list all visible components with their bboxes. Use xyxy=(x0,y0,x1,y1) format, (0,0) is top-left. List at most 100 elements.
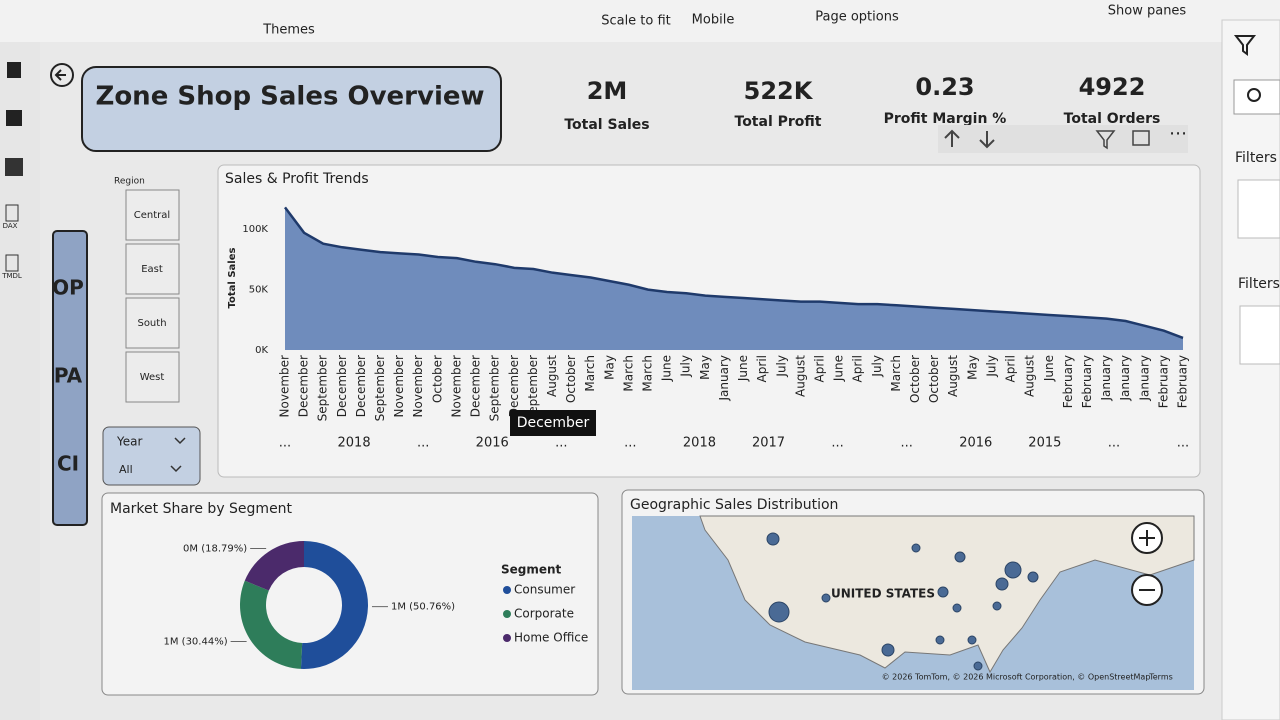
tmdl-icon[interactable] xyxy=(5,254,19,272)
toolbar-button[interactable]: Page options xyxy=(815,10,899,25)
x-group-label: ... xyxy=(555,436,567,451)
x-tick-label: May xyxy=(698,355,712,380)
map-bubble[interactable] xyxy=(768,601,790,623)
donut-chart: 1M (50.76%) 1M (30.44%) 0M (18.79%) Segment… xyxy=(164,541,588,669)
slicer-title: Year xyxy=(116,435,142,449)
x-tick-label: March xyxy=(621,355,635,392)
x-tick-label: July xyxy=(679,355,693,378)
map-bubble[interactable] xyxy=(766,532,780,546)
legend-label[interactable]: Corporate xyxy=(514,607,574,621)
nav-button[interactable]: CI xyxy=(57,452,79,476)
toolbar-button[interactable]: Mobile xyxy=(692,13,735,28)
filters-label: Filters xyxy=(1235,150,1277,166)
dropdown-arrow xyxy=(170,437,186,473)
legend-swatch xyxy=(503,610,511,618)
x-tick-label: August xyxy=(1023,355,1037,397)
donut-slice[interactable] xyxy=(244,541,304,591)
slicer-item[interactable] xyxy=(125,189,180,241)
x-tick-label: December xyxy=(354,355,368,417)
x-group-label: 2017 xyxy=(752,436,785,451)
map-bubble[interactable] xyxy=(995,577,1009,591)
map-bubble[interactable] xyxy=(937,586,949,598)
map-bubble[interactable] xyxy=(973,661,983,671)
slicer-value: All xyxy=(119,463,133,476)
x-tick-label: March xyxy=(583,355,597,392)
x-tick-label: March xyxy=(889,355,903,392)
slicer-item-label: West xyxy=(140,372,165,383)
map-bubble[interactable] xyxy=(952,603,962,613)
map-bubble[interactable] xyxy=(935,635,945,645)
y-tick-label: 0K xyxy=(255,345,268,356)
back-arrow xyxy=(54,69,66,81)
legend-label[interactable]: Home Office xyxy=(514,631,588,645)
filter-well[interactable] xyxy=(1237,179,1280,239)
rail-label: TMDL xyxy=(1,272,22,280)
slicer-item[interactable] xyxy=(125,243,180,295)
kpi-row: 2M Total Sales 522K Total Profit 0.23 Profit … xyxy=(564,73,1160,133)
donut-slice[interactable] xyxy=(239,580,303,669)
map-bubble[interactable] xyxy=(967,635,977,645)
toolbar-button[interactable]: Scale to fit xyxy=(601,14,671,29)
nav-button[interactable]: OP xyxy=(52,276,84,300)
drill-down-icon[interactable] xyxy=(979,131,995,149)
kpi-value: 4922 xyxy=(1079,73,1146,101)
x-tick-label: June xyxy=(660,355,674,382)
x-tick-label: December xyxy=(335,355,349,417)
report-icon[interactable] xyxy=(7,62,21,78)
rail-label: DAX xyxy=(3,222,18,230)
slicer-item[interactable] xyxy=(125,297,180,349)
nav-panel xyxy=(52,230,88,526)
x-group-label: 2018 xyxy=(338,436,371,451)
map-bubble[interactable] xyxy=(821,593,831,603)
x-group-label: ... xyxy=(1177,436,1189,451)
filter-pane-icon xyxy=(1233,35,1257,56)
map-attribution: © 2026 TomTom, © 2026 Microsoft Corporat… xyxy=(882,673,1151,682)
x-tick-label: April xyxy=(755,355,769,382)
visual-header: ⋯ xyxy=(938,123,1188,153)
map-bubble[interactable] xyxy=(992,601,1002,611)
x-group-label: 2015 xyxy=(1028,436,1061,451)
toolbar-button[interactable]: Themes xyxy=(262,23,315,38)
x-tick-label: August xyxy=(946,355,960,397)
more-options[interactable]: ⋯ xyxy=(1169,123,1187,144)
x-group-label: ... xyxy=(279,436,291,451)
map-bubble[interactable] xyxy=(1004,561,1022,579)
model-icon[interactable] xyxy=(5,158,23,176)
drill-up-icon[interactable] xyxy=(944,129,960,147)
focus-icon[interactable] xyxy=(1132,130,1150,146)
nav-button[interactable]: PA xyxy=(54,364,83,388)
map-bubble[interactable] xyxy=(911,543,921,553)
toolbar-button[interactable]: Show panes xyxy=(1108,4,1187,19)
x-tick-label: January xyxy=(1137,355,1151,402)
x-tick-label: June xyxy=(832,355,846,382)
table-icon[interactable] xyxy=(6,110,22,126)
map-bubble[interactable] xyxy=(954,551,966,563)
back-button[interactable] xyxy=(50,63,74,87)
map-bubble[interactable] xyxy=(1027,571,1039,583)
search-box[interactable] xyxy=(1233,79,1280,115)
y-tick-label: 50K xyxy=(249,285,269,296)
legend-label[interactable]: Consumer xyxy=(514,583,575,597)
area-line xyxy=(284,206,1184,340)
dashboard-title: Zone Shop Sales Overview xyxy=(95,82,484,112)
map-bubble[interactable] xyxy=(881,643,895,657)
filter-icon[interactable] xyxy=(1095,130,1116,150)
slicer-item-label: Central xyxy=(134,210,170,221)
kpi-value: 522K xyxy=(744,77,814,105)
x-tick-label: June xyxy=(1042,355,1056,382)
slicer-item[interactable] xyxy=(125,351,180,403)
title-box xyxy=(81,66,502,152)
x-tick-label: August xyxy=(545,355,559,397)
x-tick-label: June xyxy=(736,355,750,382)
x-tick-label: February xyxy=(1061,355,1075,408)
filter-well[interactable] xyxy=(1239,305,1280,365)
filters-pane xyxy=(1221,19,1280,720)
map-terms[interactable]: Terms xyxy=(1148,673,1173,682)
area-fill xyxy=(285,207,1183,350)
plus-icon xyxy=(1139,530,1155,546)
dax-icon[interactable] xyxy=(5,204,19,222)
x-tick-label: February xyxy=(1156,355,1170,408)
visual-header-bar xyxy=(938,125,1188,153)
donut-slice[interactable] xyxy=(300,541,368,669)
